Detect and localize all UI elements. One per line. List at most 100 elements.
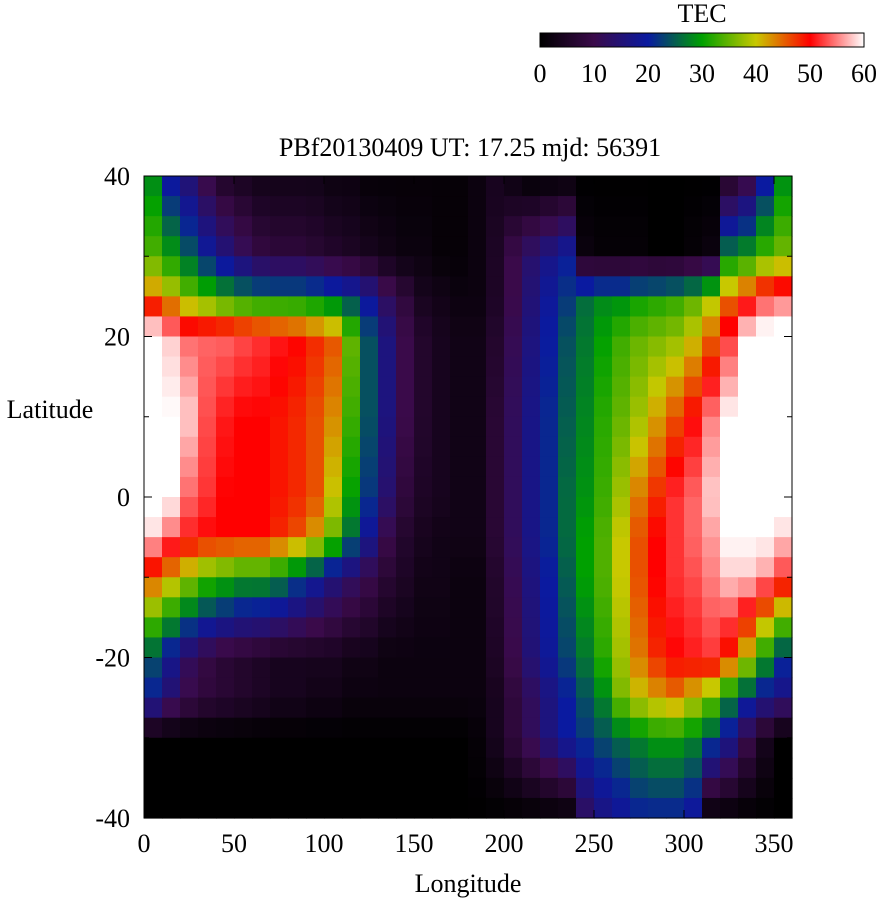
heatmap-cell bbox=[360, 396, 379, 418]
heatmap-cell bbox=[774, 196, 793, 217]
heatmap-cell bbox=[342, 737, 361, 759]
heatmap-cell bbox=[468, 637, 487, 659]
heatmap-cell bbox=[630, 517, 649, 538]
heatmap-cell bbox=[684, 376, 703, 398]
heatmap-cell bbox=[774, 597, 793, 618]
heatmap-cell bbox=[234, 757, 253, 779]
heatmap-cell bbox=[702, 456, 721, 478]
heatmap-cell bbox=[450, 517, 469, 538]
heatmap-cell bbox=[216, 256, 235, 277]
heatmap-cell bbox=[162, 497, 181, 518]
heatmap-cell bbox=[288, 456, 307, 478]
heatmap-cell bbox=[630, 256, 649, 277]
heatmap-cell bbox=[378, 777, 397, 799]
heatmap-cell bbox=[306, 517, 325, 538]
heatmap-cell bbox=[162, 236, 181, 257]
heatmap-cell bbox=[360, 356, 379, 378]
heatmap-cell bbox=[648, 456, 667, 478]
heatmap-cell bbox=[396, 236, 415, 257]
heatmap-cell bbox=[144, 456, 163, 478]
heatmap-cell bbox=[162, 657, 181, 679]
heatmap-cell bbox=[360, 517, 379, 538]
heatmap-cell bbox=[324, 617, 343, 639]
heatmap-cell bbox=[702, 577, 721, 598]
heatmap-cell bbox=[504, 436, 523, 458]
heatmap-cell bbox=[234, 517, 253, 538]
heatmap-cell bbox=[378, 717, 397, 739]
heatmap-cell bbox=[342, 396, 361, 418]
heatmap-cell bbox=[414, 356, 433, 378]
heatmap-cell bbox=[324, 537, 343, 558]
heatmap-cell bbox=[450, 757, 469, 779]
heatmap-cell bbox=[144, 316, 163, 338]
heatmap-cell bbox=[180, 216, 199, 237]
heatmap-cell bbox=[198, 777, 217, 799]
heatmap-cell bbox=[702, 436, 721, 458]
heatmap-cell bbox=[540, 517, 559, 538]
heatmap-cell bbox=[702, 697, 721, 719]
heatmap-cell bbox=[486, 797, 505, 819]
heatmap-cell bbox=[522, 376, 541, 398]
heatmap-cell bbox=[684, 416, 703, 438]
heatmap-cell bbox=[774, 577, 793, 598]
heatmap-cell bbox=[432, 316, 451, 338]
heatmap-cell bbox=[486, 396, 505, 418]
heatmap-cell bbox=[144, 376, 163, 398]
heatmap-cell bbox=[522, 196, 541, 217]
heatmap-cell bbox=[180, 316, 199, 338]
heatmap-cell bbox=[738, 196, 757, 217]
heatmap-cell bbox=[288, 416, 307, 438]
heatmap-cell bbox=[576, 797, 595, 819]
heatmap-cell bbox=[288, 356, 307, 378]
heatmap-cell bbox=[450, 537, 469, 558]
heatmap-cell bbox=[468, 476, 487, 498]
heatmap-cell bbox=[774, 236, 793, 257]
heatmap-cell bbox=[558, 376, 577, 398]
heatmap-cell bbox=[486, 737, 505, 759]
heatmap-cell bbox=[594, 677, 613, 699]
heatmap-cell bbox=[522, 436, 541, 458]
heatmap-cell bbox=[180, 176, 199, 197]
heatmap-cell bbox=[774, 376, 793, 398]
heatmap-cell bbox=[756, 316, 775, 338]
heatmap-cell bbox=[450, 697, 469, 719]
heatmap-cell bbox=[684, 737, 703, 759]
heatmap-cell bbox=[756, 216, 775, 237]
heatmap-cell bbox=[666, 637, 685, 659]
heatmap-cell bbox=[432, 757, 451, 779]
heatmap-cell bbox=[504, 777, 523, 799]
heatmap-cell bbox=[252, 276, 271, 297]
heatmap-cell bbox=[504, 476, 523, 498]
heatmap-cell bbox=[756, 416, 775, 438]
heatmap-cell bbox=[144, 657, 163, 679]
heatmap-cell bbox=[252, 677, 271, 699]
heatmap-cell bbox=[576, 737, 595, 759]
heatmap-cell bbox=[180, 677, 199, 699]
heatmap-cell bbox=[144, 797, 163, 819]
heatmap-cell bbox=[306, 276, 325, 297]
heatmap-cell bbox=[648, 316, 667, 338]
heatmap-cell bbox=[360, 537, 379, 558]
heatmap-cell bbox=[486, 597, 505, 618]
heatmap-cell bbox=[144, 497, 163, 518]
heatmap-cell bbox=[612, 376, 631, 398]
heatmap-cell bbox=[702, 597, 721, 618]
heatmap-cell bbox=[468, 316, 487, 338]
heatmap-cell bbox=[774, 316, 793, 338]
heatmap-cell bbox=[594, 356, 613, 378]
heatmap-cell bbox=[234, 336, 253, 358]
heatmap-cell bbox=[360, 276, 379, 297]
heatmap-cell bbox=[738, 356, 757, 378]
heatmap-cell bbox=[702, 537, 721, 558]
heatmap-cell bbox=[522, 356, 541, 378]
heatmap-cell bbox=[216, 236, 235, 257]
heatmap-cell bbox=[180, 797, 199, 819]
heatmap-cell bbox=[684, 777, 703, 799]
heatmap-cell bbox=[162, 677, 181, 699]
heatmap-cell bbox=[756, 677, 775, 699]
heatmap-cell bbox=[288, 517, 307, 538]
heatmap-cell bbox=[324, 256, 343, 277]
y-axis-ticks: -40 -20 0 20 40 bbox=[95, 162, 792, 833]
heatmap-cell bbox=[468, 617, 487, 639]
heatmap-cell bbox=[360, 777, 379, 799]
